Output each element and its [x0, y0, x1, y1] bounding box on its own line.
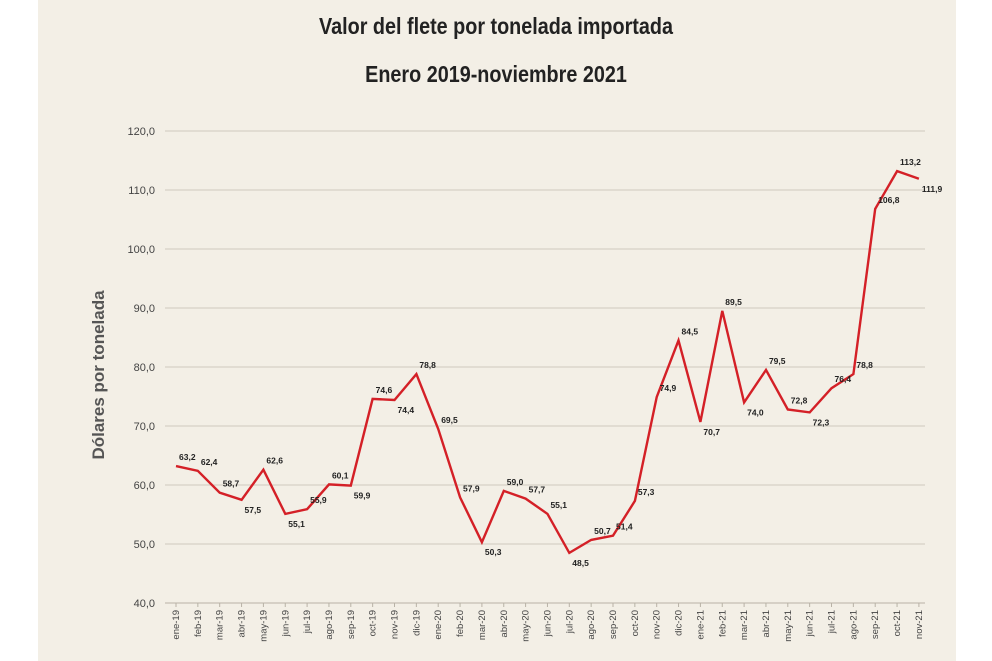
x-tick-label: feb-21 — [717, 610, 728, 637]
data-label: 78,8 — [419, 360, 436, 370]
data-label: 50,3 — [485, 547, 502, 557]
data-label: 72,8 — [791, 395, 808, 405]
grid-lines — [165, 130, 925, 604]
x-tick-label: jun-19 — [280, 610, 291, 637]
data-label: 60,1 — [332, 470, 349, 480]
x-tick-label: feb-19 — [193, 610, 204, 637]
x-tick-label: oct-19 — [368, 610, 379, 636]
x-tick-label: abr-21 — [761, 610, 772, 637]
data-label: 74,9 — [660, 383, 677, 393]
data-label: 57,3 — [638, 487, 655, 497]
x-tick-label: jul-20 — [564, 610, 575, 634]
data-label: 62,4 — [201, 457, 218, 467]
data-label: 74,6 — [376, 385, 393, 395]
x-tick-label: feb-20 — [455, 610, 466, 637]
y-tick-label: 100,0 — [127, 244, 155, 256]
data-label: 55,1 — [550, 500, 567, 510]
x-tick-label: sep-19 — [346, 610, 357, 639]
chart-title: Valor del flete por tonelada importada — [319, 13, 673, 39]
data-label: 55,1 — [288, 519, 305, 529]
data-label: 78,8 — [856, 360, 873, 370]
y-tick-label: 90,0 — [134, 303, 155, 315]
y-tick-label: 60,0 — [134, 480, 155, 492]
y-tick-label: 40,0 — [134, 598, 155, 610]
data-label: 57,5 — [245, 505, 262, 515]
y-tick-label: 120,0 — [127, 126, 155, 138]
x-tick-label: mar-19 — [215, 610, 226, 640]
x-tick-label: mar-21 — [739, 610, 750, 640]
data-labels: 63,2 62,4 58,7 57,5 62,6 55,1 55,9 60,1 59,9 74,6… — [179, 157, 943, 568]
x-tick-label: ene-19 — [171, 610, 182, 640]
x-tick-label: jul-21 — [827, 610, 838, 634]
data-label: 62,6 — [266, 456, 283, 466]
x-axis-ticks: ene-19 feb-19 mar-19 abr-19 may-19 jun-19 jul-… — [171, 603, 925, 642]
data-label: 50,7 — [594, 526, 611, 536]
x-tick-label: may-19 — [258, 610, 269, 642]
data-label: 63,2 — [179, 452, 196, 462]
y-tick-label: 70,0 — [134, 421, 155, 433]
data-label: 48,5 — [572, 558, 589, 568]
chart-background — [38, 0, 956, 661]
x-tick-label: oct-20 — [630, 610, 641, 636]
data-label: 79,5 — [769, 356, 786, 366]
x-tick-label: jun-21 — [805, 610, 816, 637]
data-label: 84,5 — [682, 326, 699, 336]
x-tick-label: abr-19 — [237, 610, 248, 637]
x-tick-label: jul-19 — [302, 610, 313, 634]
data-label: 51,4 — [616, 522, 633, 532]
x-tick-label: oct-21 — [892, 610, 903, 636]
data-label: 57,9 — [463, 483, 480, 493]
x-tick-label: ene-21 — [695, 610, 706, 640]
x-tick-label: sep-21 — [870, 610, 881, 639]
data-label: 59,0 — [507, 477, 524, 487]
data-label: 106,8 — [878, 195, 900, 205]
data-label: 72,3 — [813, 417, 830, 427]
x-tick-label: abr-20 — [499, 610, 510, 637]
x-tick-label: ago-19 — [324, 610, 335, 640]
x-tick-label: jun-20 — [542, 610, 553, 637]
data-label: 57,7 — [529, 485, 546, 495]
chart-subtitle: Enero 2019-noviembre 2021 — [365, 61, 627, 87]
x-tick-label: ago-20 — [586, 610, 597, 640]
y-axis-label: Dólares por tonelada — [89, 290, 108, 460]
series-line — [175, 169, 920, 555]
data-label: 70,7 — [703, 427, 720, 437]
data-label: 58,7 — [223, 479, 240, 489]
y-tick-label: 80,0 — [134, 362, 155, 374]
x-tick-label: nov-20 — [652, 610, 663, 639]
data-label: 59,9 — [354, 491, 371, 501]
x-tick-label: mar-20 — [477, 610, 488, 640]
data-label: 113,2 — [900, 157, 921, 167]
x-tick-label: sep-20 — [608, 610, 619, 639]
x-tick-label: ene-20 — [433, 610, 444, 640]
x-tick-label: nov-21 — [914, 610, 925, 639]
x-tick-label: may-21 — [783, 610, 794, 642]
data-label: 74,0 — [747, 407, 764, 417]
data-label: 89,5 — [725, 297, 742, 307]
data-label: 69,5 — [441, 415, 458, 425]
data-label: 111,9 — [922, 184, 943, 194]
x-tick-label: may-20 — [521, 610, 532, 642]
x-tick-label: nov-19 — [390, 610, 401, 639]
data-label: 74,4 — [398, 405, 415, 415]
x-tick-label: ago-21 — [848, 610, 859, 640]
x-tick-label: dic-19 — [411, 610, 422, 636]
data-label: 76,4 — [835, 374, 852, 384]
y-tick-label: 50,0 — [134, 539, 155, 551]
x-tick-label: dic-20 — [674, 610, 685, 636]
y-tick-label: 110,0 — [128, 185, 155, 197]
y-axis-ticks: 40,0 50,0 60,0 70,0 80,0 90,0 100,0 110,0 120,0 — [127, 126, 155, 610]
data-label: 55,9 — [310, 495, 327, 505]
